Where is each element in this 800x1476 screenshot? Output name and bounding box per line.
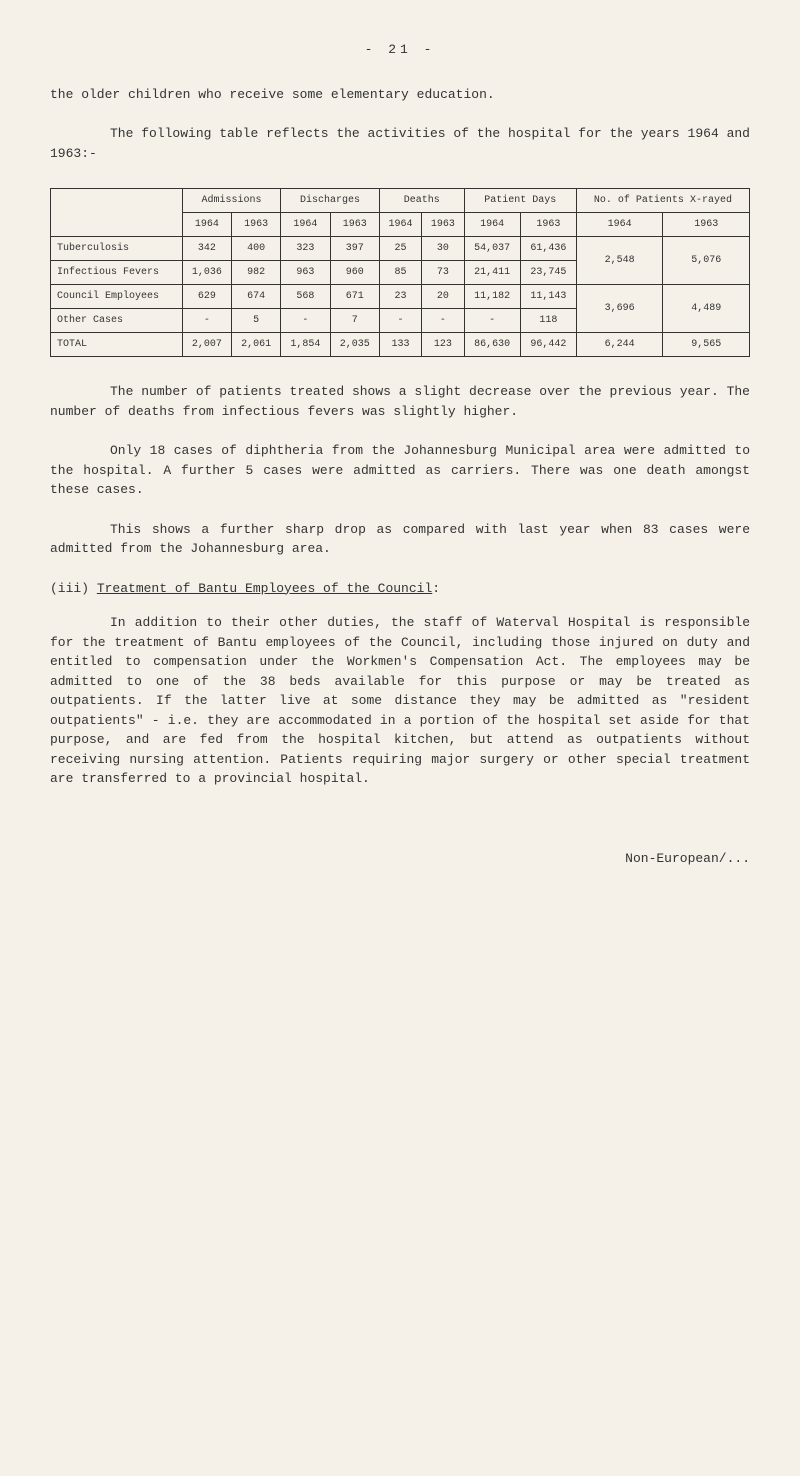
table-cell-label: Other Cases — [51, 309, 183, 333]
table-cell: 20 — [422, 285, 464, 309]
table-header-admissions: Admissions — [182, 189, 281, 213]
body-paragraph-4: In addition to their other duties, the s… — [50, 613, 750, 789]
intro-paragraph-1: the older children who receive some elem… — [50, 85, 750, 105]
body-paragraph-2: Only 18 cases of diphtheria from the Joh… — [50, 441, 750, 500]
table-row: Tuberculosis 342 400 323 397 25 30 54,03… — [51, 237, 750, 261]
table-cell-label: TOTAL — [51, 333, 183, 357]
table-year-header: 1964 — [281, 213, 330, 237]
table-cell: - — [379, 309, 421, 333]
table-cell: 73 — [422, 261, 464, 285]
table-cell: 61,436 — [520, 237, 576, 261]
table-cell: 2,548 — [576, 237, 663, 285]
table-cell: 123 — [422, 333, 464, 357]
table-cell: 2,007 — [182, 333, 231, 357]
table-cell: 2,035 — [330, 333, 379, 357]
table-cell: 11,143 — [520, 285, 576, 309]
activities-table: Admissions Discharges Deaths Patient Day… — [50, 188, 750, 357]
table-cell: 629 — [182, 285, 231, 309]
table-cell: 2,061 — [232, 333, 281, 357]
table-cell: 3,696 — [576, 285, 663, 333]
table-cell-label: Infectious Fevers — [51, 261, 183, 285]
table-year-header: 1963 — [232, 213, 281, 237]
section-colon: : — [432, 581, 440, 596]
table-cell: 4,489 — [663, 285, 750, 333]
table-header-discharges: Discharges — [281, 189, 380, 213]
table-year-header: 1964 — [379, 213, 421, 237]
table-year-header: 1963 — [663, 213, 750, 237]
section-title: Treatment of Bantu Employees of the Coun… — [97, 581, 432, 596]
table-year-header: 1963 — [330, 213, 379, 237]
table-cell: 23,745 — [520, 261, 576, 285]
table-row: Council Employees 629 674 568 671 23 20 … — [51, 285, 750, 309]
table-cell: 963 — [281, 261, 330, 285]
table-header-row-1: Admissions Discharges Deaths Patient Day… — [51, 189, 750, 213]
table-cell: 982 — [232, 261, 281, 285]
table-cell: 5,076 — [663, 237, 750, 285]
table-cell: 671 — [330, 285, 379, 309]
table-cell: 133 — [379, 333, 421, 357]
table-header-xrayed: No. of Patients X-rayed — [576, 189, 749, 213]
table-cell-label: Council Employees — [51, 285, 183, 309]
table-cell: - — [182, 309, 231, 333]
table-cell: 400 — [232, 237, 281, 261]
table-cell: 86,630 — [464, 333, 520, 357]
table-year-header: 1963 — [422, 213, 464, 237]
table-cell: 54,037 — [464, 237, 520, 261]
table-header-deaths: Deaths — [379, 189, 464, 213]
table-header-blank — [51, 189, 183, 237]
table-cell: 9,565 — [663, 333, 750, 357]
table-cell: 568 — [281, 285, 330, 309]
table-cell: 85 — [379, 261, 421, 285]
table-cell: - — [422, 309, 464, 333]
table-cell-label: Tuberculosis — [51, 237, 183, 261]
table-year-header: 1963 — [520, 213, 576, 237]
table-cell: 5 — [232, 309, 281, 333]
table-cell: 30 — [422, 237, 464, 261]
table-cell: 11,182 — [464, 285, 520, 309]
page-footer: Non-European/... — [50, 849, 750, 869]
table-cell: 960 — [330, 261, 379, 285]
table-cell: 1,854 — [281, 333, 330, 357]
table-cell: 23 — [379, 285, 421, 309]
section-heading: (iii) Treatment of Bantu Employees of th… — [50, 579, 750, 599]
table-cell: 7 — [330, 309, 379, 333]
table-year-header: 1964 — [464, 213, 520, 237]
table-cell: 21,411 — [464, 261, 520, 285]
table-year-header: 1964 — [182, 213, 231, 237]
table-year-header: 1964 — [576, 213, 663, 237]
table-header-patient-days: Patient Days — [464, 189, 576, 213]
table-cell: 118 — [520, 309, 576, 333]
table-cell: 674 — [232, 285, 281, 309]
page-number: - 21 - — [50, 40, 750, 60]
table-cell: 342 — [182, 237, 231, 261]
intro-paragraph-2: The following table reflects the activit… — [50, 124, 750, 163]
table-cell: 96,442 — [520, 333, 576, 357]
table-cell: - — [464, 309, 520, 333]
body-paragraph-1: The number of patients treated shows a s… — [50, 382, 750, 421]
table-cell: 1,036 — [182, 261, 231, 285]
table-cell: - — [281, 309, 330, 333]
table-total-row: TOTAL 2,007 2,061 1,854 2,035 133 123 86… — [51, 333, 750, 357]
table-cell: 6,244 — [576, 333, 663, 357]
body-paragraph-3: This shows a further sharp drop as compa… — [50, 520, 750, 559]
table-cell: 397 — [330, 237, 379, 261]
table-cell: 323 — [281, 237, 330, 261]
table-cell: 25 — [379, 237, 421, 261]
section-number: (iii) — [50, 581, 97, 596]
